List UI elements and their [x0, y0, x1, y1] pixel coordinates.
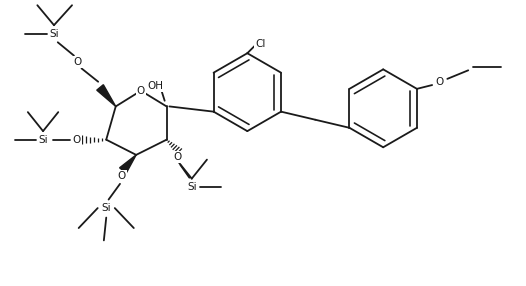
Text: O: O — [72, 135, 80, 145]
Text: Si: Si — [102, 203, 111, 213]
Text: Cl: Cl — [256, 39, 266, 49]
Text: Si: Si — [38, 135, 48, 145]
Text: O: O — [174, 152, 181, 162]
Text: O: O — [118, 171, 126, 181]
Text: O: O — [74, 57, 82, 67]
Polygon shape — [119, 155, 136, 173]
Text: Si: Si — [49, 29, 59, 39]
Polygon shape — [97, 85, 116, 106]
Text: OH: OH — [147, 81, 163, 91]
Text: Si: Si — [187, 182, 197, 192]
Text: O: O — [436, 77, 444, 87]
Text: O: O — [137, 86, 145, 96]
